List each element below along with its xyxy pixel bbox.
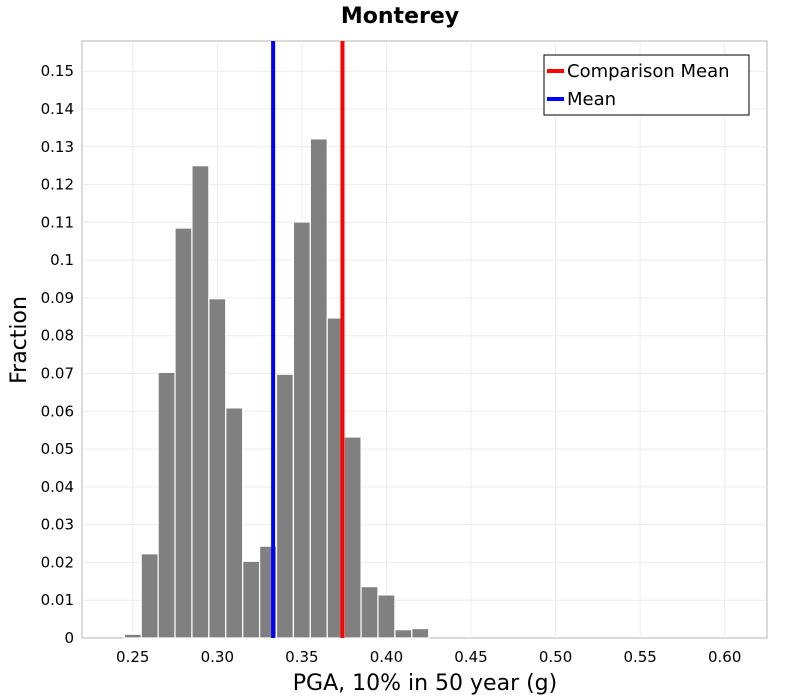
- y-axis-label: Fraction: [7, 296, 32, 384]
- histogram-bar: [292, 221, 311, 639]
- histogram-bar: [140, 553, 159, 639]
- histogram-bar: [157, 371, 176, 639]
- y-tick-label: 0.04: [41, 478, 74, 496]
- x-tick-label: 0.50: [539, 648, 572, 666]
- y-tick-label: 0.05: [41, 440, 74, 458]
- x-tick-label: 0.30: [201, 648, 234, 666]
- y-tick-label: 0.14: [41, 100, 74, 118]
- histogram-bars: [123, 138, 430, 639]
- y-tick-label: 0.06: [41, 402, 74, 420]
- x-axis-label: PGA, 10% in 50 year (g): [293, 671, 557, 696]
- mean-lines: [271, 41, 345, 638]
- x-tick-label: 0.60: [708, 648, 741, 666]
- x-tick-label: 0.55: [623, 648, 656, 666]
- legend: Comparison Mean Mean: [543, 54, 750, 116]
- y-tick-label: 0.01: [41, 591, 74, 609]
- y-tick-label: 0.11: [41, 213, 74, 231]
- legend-box: [543, 54, 750, 116]
- histogram-bar: [208, 298, 227, 639]
- histogram-bar: [343, 436, 362, 639]
- histogram-bar: [394, 629, 413, 639]
- histogram-bar: [309, 138, 328, 639]
- y-tick-label: 0.08: [41, 327, 74, 345]
- legend-label: Mean: [567, 89, 616, 110]
- histogram-bar: [191, 165, 210, 639]
- y-tick-label: 0.02: [41, 553, 74, 571]
- y-tick-label: 0.03: [41, 516, 74, 534]
- y-tick-label: 0.07: [41, 365, 74, 383]
- histogram-bar: [275, 373, 295, 639]
- histogram-bar: [360, 586, 379, 639]
- histogram-bar: [411, 627, 430, 639]
- histogram-bar: [242, 560, 261, 639]
- y-axis-ticks: 0 0.01 0.02 0.03 0.04 0.05 0.06 0.07 0.08 0.09 0.1…: [41, 62, 74, 647]
- x-tick-label: 0.40: [370, 648, 403, 666]
- histogram-bar: [225, 407, 244, 639]
- histogram-bar: [123, 633, 142, 639]
- y-tick-label: 0.09: [41, 289, 74, 307]
- y-tick-label: 0: [64, 629, 74, 647]
- histogram-bar: [174, 227, 193, 639]
- legend-label: Comparison Mean: [567, 61, 730, 82]
- chart-title: Monterey: [341, 4, 459, 29]
- y-tick-label: 0.13: [41, 138, 74, 156]
- histogram-bar: [377, 594, 396, 639]
- x-axis-ticks: 0.25 0.30 0.35 0.40 0.45 0.50 0.55 0.60: [116, 648, 741, 666]
- y-tick-label: 0.1: [50, 251, 74, 269]
- y-tick-label: 0.15: [41, 62, 74, 80]
- x-tick-label: 0.35: [285, 648, 318, 666]
- x-tick-label: 0.25: [116, 648, 149, 666]
- x-tick-label: 0.45: [454, 648, 487, 666]
- y-tick-label: 0.12: [41, 176, 74, 194]
